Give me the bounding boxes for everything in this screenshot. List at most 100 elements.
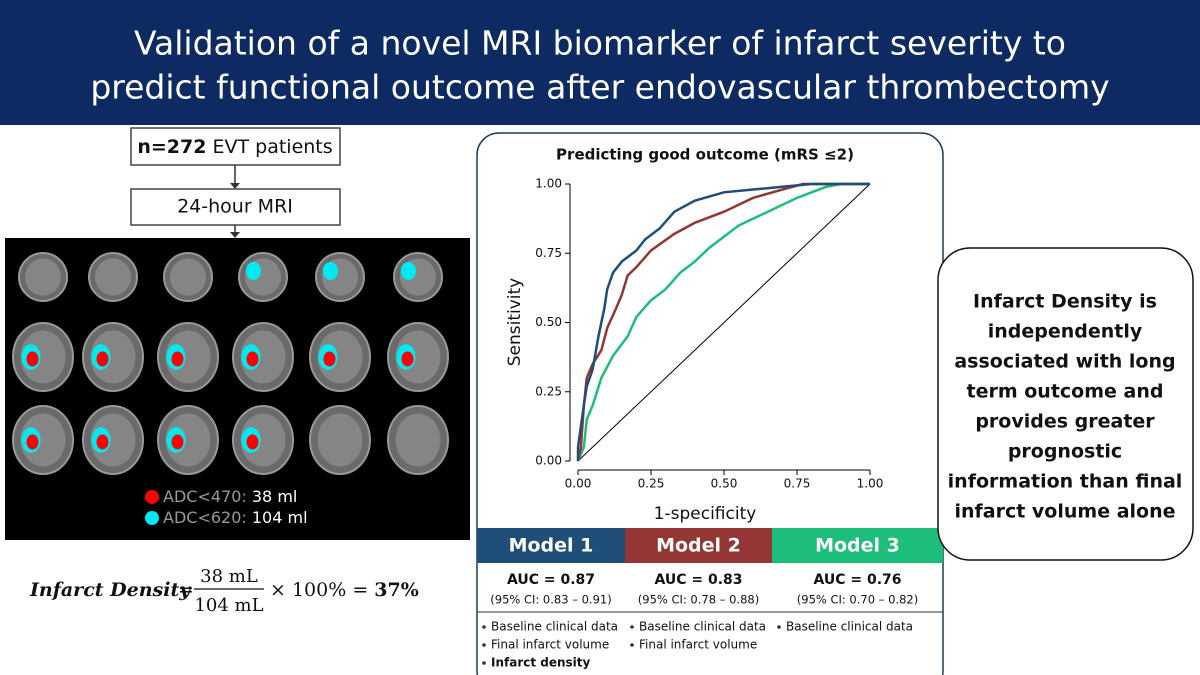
brain-tissue — [90, 413, 136, 467]
conclusion-box — [937, 247, 1194, 561]
conclusion: Infarct Density is independently associate… — [948, 291, 1183, 523]
model-feature: Infarct density — [491, 656, 591, 670]
plot: 0.00 0.25 0.50 0.75 1.00 0.00 0.25 0.50 0.75 1.00 — [535, 177, 883, 491]
chart-title: Predicting good outcome (mRS ≤2) — [556, 146, 854, 164]
title-line: Validation of a novel MRI biomarker of i… — [134, 24, 1066, 63]
brain-tissue — [95, 258, 131, 296]
brain-tissue — [165, 330, 211, 384]
formula-times: × 100% = — [270, 579, 374, 601]
bullet — [482, 625, 486, 629]
lesion-470 — [246, 351, 259, 367]
legend-label: ADC<620: — [163, 508, 247, 527]
lesion-470 — [96, 434, 109, 450]
model-auc: AUC = 0.76 — [813, 572, 901, 588]
title-line: predict functional outcome after endovas… — [90, 68, 1109, 107]
x-axis-label: 1-specificity — [654, 504, 757, 524]
model-ci: (95% CI: 0.70 – 0.82) — [797, 593, 918, 607]
legend-value: 38 ml — [252, 487, 297, 506]
flow-text: n=272 EVT patients — [137, 136, 332, 158]
lesion-620 — [400, 261, 417, 281]
conclusion-line: provides greater — [975, 411, 1155, 433]
reference-line — [577, 183, 871, 462]
model-feature: Baseline clinical data — [639, 620, 766, 634]
formula: Infarct Density = 38 mL 104 mL × 100% = … — [29, 566, 419, 616]
patients-label: EVT patients — [212, 136, 332, 158]
x-tick-label: 0.50 — [711, 477, 738, 491]
brain-tissue — [25, 258, 61, 296]
conclusion-line: associated with long — [954, 351, 1175, 373]
conclusion-line: prognostic — [1008, 441, 1122, 463]
formula-equals: = — [178, 579, 194, 601]
legend-text: ADC<620: 104 ml — [163, 508, 308, 527]
brain-tissue — [317, 330, 363, 384]
model-auc: AUC = 0.87 — [507, 572, 595, 588]
model-header — [477, 528, 625, 563]
y-tick-label: 1.00 — [535, 177, 562, 191]
conclusion-line: infarct volume alone — [954, 501, 1175, 523]
brain-tissue — [317, 413, 363, 467]
lesion-470 — [171, 351, 184, 367]
lesion-470 — [171, 434, 184, 450]
lesion-470 — [246, 434, 259, 450]
model-feature: Final infarct volume — [491, 638, 609, 652]
conclusion-line: Infarct Density is — [973, 291, 1157, 313]
bullet — [630, 643, 634, 647]
formula-numerator: 38 mL — [200, 566, 258, 587]
model-feature: Final infarct volume — [639, 638, 757, 652]
lesion-470 — [26, 351, 39, 367]
brain-tissue — [240, 413, 286, 467]
arrow-head — [230, 232, 240, 238]
model-name: Model 2 — [656, 535, 741, 557]
lesion-470 — [26, 434, 39, 450]
formula-denominator: 104 mL — [194, 595, 263, 616]
brain-tissue — [20, 413, 66, 467]
bullet — [630, 625, 634, 629]
legend-value: 104 ml — [252, 508, 308, 527]
y-tick-label: 0.75 — [535, 246, 562, 260]
conclusion-line: information than final — [948, 471, 1183, 493]
brain-tissue — [240, 330, 286, 384]
y-tick-label: 0.00 — [535, 454, 562, 468]
formula-rhs: × 100% = 37% — [270, 579, 419, 601]
model-header — [625, 528, 772, 563]
model-table: Model 1 AUC = 0.87 (95% CI: 0.83 – 0.91) Ba… — [477, 528, 943, 670]
conclusion-line: independently — [988, 321, 1143, 343]
legend-text: ADC<470: 38 ml — [163, 487, 297, 506]
y-tick-label: 0.50 — [535, 315, 562, 329]
formula-lhs: Infarct Density — [29, 579, 192, 601]
roc-curve — [576, 182, 870, 462]
brain-tissue — [395, 413, 441, 467]
lesion-470 — [96, 351, 109, 367]
brain-tissue — [90, 330, 136, 384]
model-feature: Baseline clinical data — [786, 620, 913, 634]
model-name: Model 1 — [509, 535, 594, 557]
roc-curve — [576, 182, 870, 462]
flow-text: 24-hour MRI — [177, 196, 293, 218]
brain-tissue — [170, 258, 206, 296]
x-tick-label: 0.00 — [565, 477, 592, 491]
model-header — [772, 528, 943, 563]
bullet — [777, 625, 781, 629]
model-ci: (95% CI: 0.83 – 0.91) — [490, 593, 611, 607]
x-tick-label: 0.75 — [784, 477, 811, 491]
y-tick-label: 0.25 — [535, 384, 562, 398]
brain-tissue — [165, 413, 211, 467]
roc-curve — [576, 182, 870, 461]
y-axis-label: Sensitivity — [505, 278, 525, 367]
model-auc: AUC = 0.83 — [654, 572, 742, 588]
x-tick-label: 0.25 — [638, 477, 665, 491]
header-band — [0, 0, 1200, 125]
lesion-620 — [245, 261, 262, 281]
legend-dot — [145, 490, 159, 504]
model-ci: (95% CI: 0.78 – 0.88) — [638, 593, 759, 607]
lesion-470 — [323, 351, 336, 367]
formula-result: 37% — [374, 579, 419, 601]
x-tick-label: 1.00 — [857, 477, 884, 491]
model-name: Model 3 — [815, 535, 900, 557]
legend-label: ADC<470: — [163, 487, 247, 506]
arrow-head — [230, 183, 240, 189]
conclusion-line: term outcome and — [967, 381, 1164, 403]
bullet — [482, 661, 486, 665]
model-feature: Baseline clinical data — [491, 620, 618, 634]
